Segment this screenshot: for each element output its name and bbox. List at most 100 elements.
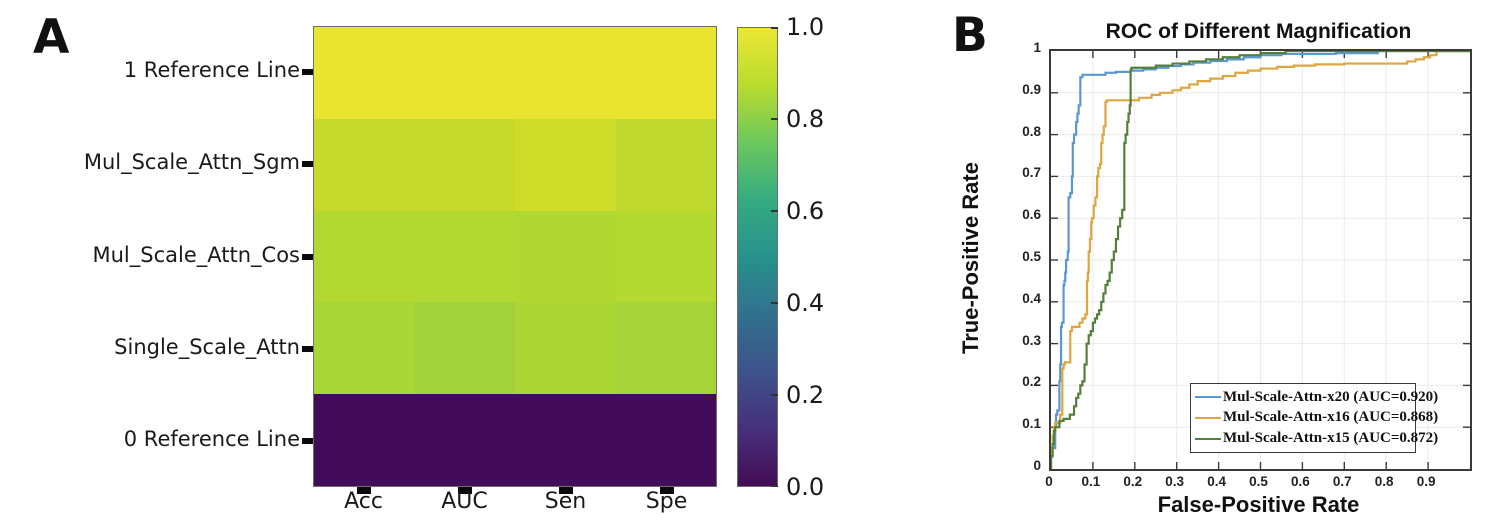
y-tick-label: 0: [1033, 458, 1041, 473]
panel-a-label: A: [33, 10, 70, 65]
heatmap-row-label: Single_Scale_Attn: [114, 334, 300, 359]
colorbar: [737, 27, 778, 487]
heatmap-cell: [414, 394, 515, 486]
y-tick-label: 0.2: [1022, 374, 1041, 390]
colorbar-tick-label: 1.0: [786, 13, 825, 41]
heatmap-cell: [515, 118, 616, 211]
roc-x-tick-labels: 0 0.1 0.2 0.3 0.4 0.5 0.6 0.7 0.8 0.9: [1045, 474, 1468, 492]
colorbar-tick-mark: [771, 210, 778, 212]
y-tick-label: 0.8: [1022, 123, 1041, 139]
heatmap-col-label: Sen: [544, 489, 587, 514]
y-tick-label: 1: [1033, 40, 1041, 55]
heatmap-row-label: 1 Reference Line: [123, 58, 300, 83]
legend-line-swatch: [1195, 416, 1221, 419]
heatmap-cell: [414, 27, 515, 119]
x-tick-label: 0.5: [1249, 474, 1268, 489]
heatmap-cell: [615, 27, 716, 119]
colorbar-tick-label: 0.8: [786, 105, 825, 133]
row-tick-mark: [302, 69, 313, 76]
roc-x-axis-label: False-Positive Rate: [1157, 492, 1360, 517]
heatmap-cell: [314, 394, 415, 486]
roc-curve: [1051, 51, 1470, 469]
colorbar-tick-label: 0.4: [786, 289, 825, 317]
roc-y-tick-labels: 0 0.1 0.2 0.3 0.4 0.5 0.6 0.7 0.8 0.9 1: [989, 40, 1041, 473]
y-tick-label: 0.3: [1022, 332, 1041, 348]
x-tick-label: 0.6: [1291, 474, 1310, 489]
colorbar-tick-label: 0.6: [786, 197, 825, 225]
heatmap-col-ticks: [313, 487, 717, 494]
heatmap-cell: [414, 210, 515, 303]
heatmap-col-label: Acc: [344, 489, 383, 514]
col-tick-mark: [356, 487, 371, 494]
x-tick-label: 0.9: [1416, 474, 1436, 489]
col-tick-mark: [457, 487, 472, 494]
legend-line-swatch: [1195, 396, 1221, 399]
row-tick-mark: [302, 437, 313, 444]
colorbar-tick-label: 0.2: [786, 381, 825, 409]
roc-y-axis-label: True-Positive Rate: [958, 162, 983, 354]
x-tick-label: 0.3: [1165, 474, 1185, 489]
heatmap-row-label: 0 Reference Line: [123, 426, 300, 451]
legend-label: Mul-Scale-Attn-x20 (AUC=0.920): [1223, 388, 1439, 405]
colorbar-ticks: [771, 27, 778, 487]
y-tick-label: 0.6: [1022, 207, 1041, 223]
colorbar-tick-mark: [771, 485, 778, 487]
heatmap-cell: [515, 27, 616, 119]
legend-label: Mul-Scale-Attn-x16 (AUC=0.868): [1223, 409, 1439, 426]
legend-entry: Mul-Scale-Attn-x16 (AUC=0.868): [1195, 408, 1438, 428]
col-tick-mark: [558, 487, 573, 494]
heatmap-cell: [314, 302, 415, 395]
roc-legend: Mul-Scale-Attn-x20 (AUC=0.920) Mul-Scale-…: [1190, 383, 1438, 453]
heatmap-cell: [515, 210, 616, 303]
heatmap-cell: [314, 27, 415, 119]
legend-entry: Mul-Scale-Attn-x15 (AUC=0.872): [1195, 429, 1438, 449]
colorbar-tick-mark: [771, 302, 778, 304]
row-tick-mark: [302, 253, 313, 260]
heatmap-cell: [515, 394, 616, 486]
col-tick-mark: [659, 487, 674, 494]
x-tick-label: 0.1: [1081, 474, 1101, 489]
y-tick-label: 0.4: [1022, 290, 1041, 306]
heatmap-col-labels: Acc AUC Sen Spe: [313, 489, 717, 517]
heatmap-cell: [615, 394, 716, 486]
colorbar-tick-mark: [771, 394, 778, 396]
heatmap-row-labels: 1 Reference Line Mul_Scale_Attn_Sgm Mul_Sc…: [0, 26, 300, 487]
heatmap-cell: [615, 118, 716, 211]
y-tick-label: 0.7: [1022, 165, 1041, 181]
x-tick-label: 0.8: [1374, 474, 1394, 489]
legend-entry: Mul-Scale-Attn-x20 (AUC=0.920): [1195, 387, 1438, 407]
x-tick-label: 0: [1045, 474, 1053, 489]
heatmap-cell: [414, 302, 515, 395]
x-tick-label: 0.7: [1332, 474, 1352, 489]
heatmap: [313, 26, 717, 487]
y-tick-label: 0.1: [1022, 416, 1041, 432]
y-tick-label: 0.5: [1022, 249, 1041, 264]
roc-title: ROC of Different Magnification: [1105, 20, 1412, 43]
x-tick-label: 0.4: [1207, 474, 1226, 489]
heatmap-cell: [515, 302, 616, 395]
heatmap-cell: [314, 210, 415, 303]
heatmap-cell: [314, 118, 415, 211]
heatmap-col-label: AUC: [441, 489, 488, 514]
heatmap-cell: [615, 302, 716, 395]
heatmap-cell: [615, 210, 716, 303]
heatmap-row-label: Mul_Scale_Attn_Sgm: [83, 150, 300, 175]
legend-line-swatch: [1195, 437, 1221, 440]
heatmap-row-label: Mul_Scale_Attn_Cos: [92, 242, 301, 267]
heatmap-row-ticks: [302, 26, 313, 487]
roc-curve: [1051, 51, 1470, 469]
colorbar-tick-label: 0.0: [786, 473, 825, 501]
panel-b-label: B: [952, 8, 988, 63]
heatmap-cell: [414, 118, 515, 211]
y-tick-label: 0.9: [1022, 81, 1041, 97]
heatmap-col-label: Spe: [645, 489, 688, 514]
row-tick-mark: [302, 161, 313, 168]
colorbar-tick-mark: [771, 118, 778, 120]
colorbar-tick-mark: [771, 27, 778, 29]
row-tick-mark: [302, 345, 313, 352]
roc-curve: [1051, 51, 1470, 469]
colorbar-tick-labels: 1.0 0.8 0.6 0.4 0.2 0.0: [786, 13, 846, 501]
x-tick-label: 0.2: [1123, 474, 1143, 489]
legend-label: Mul-Scale-Attn-x15 (AUC=0.872): [1223, 430, 1439, 447]
